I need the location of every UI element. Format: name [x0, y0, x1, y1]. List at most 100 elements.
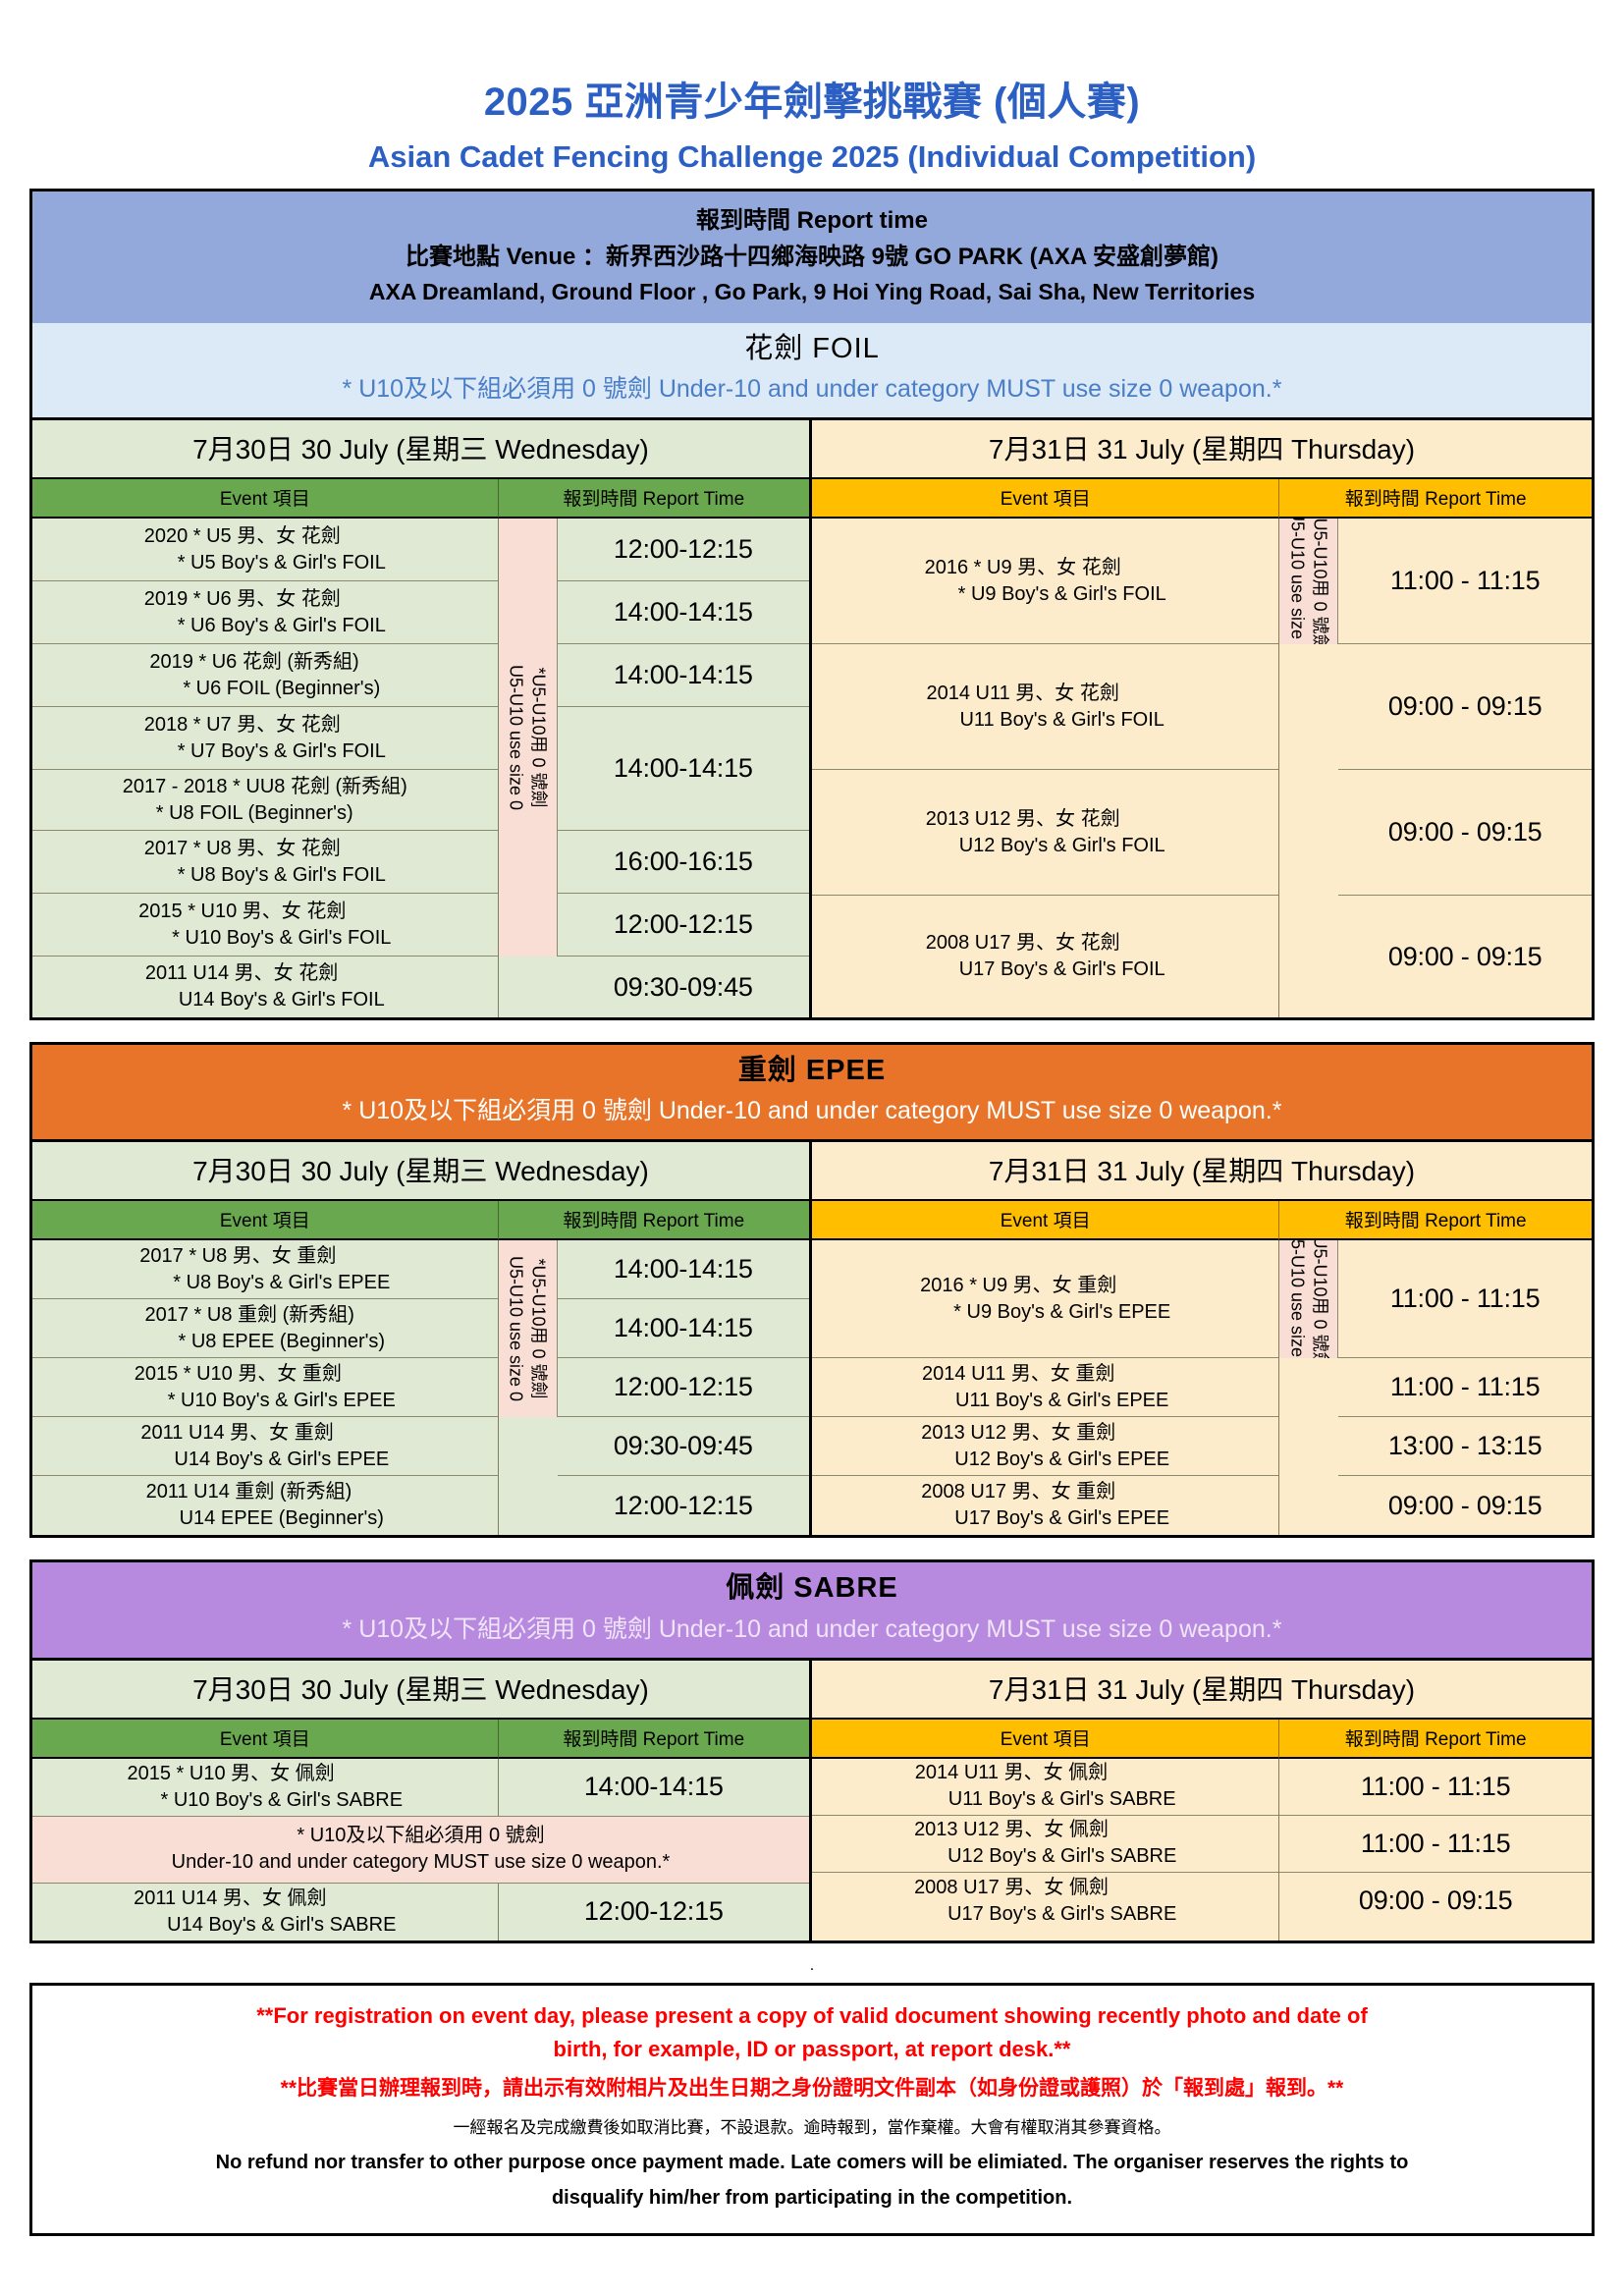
size-zero-weapon-note: *U5-U10用 0 號劍 U5-U10 use size 0: [498, 1240, 558, 1418]
column-headers: Event 項目 報到時間 Report Time: [812, 1201, 1592, 1241]
event-row: 2011 U14 男、女 重劍 U14 Boy's & Girl's EPEE: [32, 1417, 498, 1477]
report-time-cell: 09:30-09:45: [557, 1417, 809, 1477]
sabre-note-line2: Under-10 and under category MUST use siz…: [171, 1850, 671, 1873]
header-report-time: 報到時間 Report Time: [1279, 479, 1592, 519]
event-label: 2019 * U6 男、女 花劍 * U6 Boy's & Girl's FOIL: [144, 586, 386, 639]
report-time-cell: 11:00 - 11:15: [1338, 1240, 1592, 1359]
event-label-cn: 2017 * U8 男、女 重劍: [139, 1244, 337, 1267]
event-label-en: U17 Boy's & Girl's SABRE: [947, 1902, 1177, 1925]
section-banner-sabre: 佩劍 SABRE * U10及以下組必須用 0 號劍 Under-10 and …: [32, 1562, 1592, 1658]
event-row: 2014 U11 男、女 花劍 U11 Boy's & Girl's FOIL: [812, 644, 1279, 771]
report-time-cell: 14:00-14:15: [583, 1772, 724, 1802]
event-label-en: U11 Boy's & Girl's EPEE: [955, 1389, 1169, 1411]
event-label-en: U12 Boy's & Girl's FOIL: [958, 834, 1165, 856]
report-time-cell: 09:00 - 09:15: [1387, 941, 1543, 971]
event-label-en: U12 Boy's & Girl's SABRE: [947, 1845, 1177, 1868]
event-label: 2017 * U8 男、女 重劍 * U8 Boy's & Girl's EPEE: [139, 1243, 390, 1296]
event-label-cn: 2017 - 2018 * UU8 花劍 (新秀組): [122, 775, 407, 797]
event-label-en: * U8 FOIL (Beginner's): [155, 801, 353, 824]
event-column: 2016 * U9 男、女 重劍 * U9 Boy's & Girl's EPEE…: [812, 1240, 1280, 1536]
title-year: 2025: [483, 81, 573, 124]
event-label-cn: 2018 * U7 男、女 花劍: [143, 713, 341, 736]
event-row: 2017 * U8 重劍 (新秀組) * U8 EPEE (Beginner's): [32, 1299, 498, 1359]
day-wednesday-epee: 7月30日 30 July (星期三 Wednesday): [32, 1142, 812, 1202]
time-column: 14:00-14:15: [498, 1758, 809, 1816]
event-row: 2008 U17 男、女 重劍 U17 Boy's & Girl's EPEE: [812, 1476, 1278, 1535]
header-report-time: 報到時間 Report Time: [1279, 1201, 1592, 1241]
event-row: 2008 U17 男、女 花劍 U17 Boy's & Girl's FOIL: [812, 896, 1278, 1017]
header-event: Event 項目: [32, 1201, 499, 1241]
event-row: 2013 U12 男、女 花劍 U12 Boy's & Girl's FOIL: [812, 770, 1279, 897]
separator-dot: .: [809, 1956, 815, 1974]
event-label-en: * U6 Boy's & Girl's FOIL: [177, 614, 386, 636]
header-report-time: 報到時間 Report Time: [498, 479, 809, 519]
event-label-en: * U6 FOIL (Beginner's): [183, 677, 381, 699]
event-label-en: U14 Boy's & Girl's SABRE: [167, 1913, 397, 1936]
event-label-en: * U9 Boy's & Girl's FOIL: [957, 582, 1166, 605]
vnote-line1: *U5-U10用 0 號劍: [1310, 519, 1330, 645]
event-label-en: U11 Boy's & Girl's SABRE: [947, 1788, 1176, 1811]
event-label-en: U17 Boy's & Girl's EPEE: [954, 1507, 1170, 1530]
report-time-cell: 11:00 - 11:15: [1279, 1816, 1592, 1873]
venue-header: 報到時間 Report time 比賽地點 Venue ：新界西沙路十四鄉海映路…: [32, 191, 1592, 324]
schedule-grid-sabre: Event 項目 報到時間 Report Time 2015 * U10 男、女…: [32, 1719, 1592, 1941]
time-stack: 12:00-12:15: [499, 1884, 809, 1941]
size-zero-weapon-note: *U5-U10用 0 號劍 U5-U10 use size 0: [1279, 1240, 1339, 1359]
event-column: 2016 * U9 男、女 花劍 * U9 Boy's & Girl's FOIL…: [812, 519, 1280, 1018]
event-column: 2017 * U8 男、女 重劍 * U8 Boy's & Girl's EPEE…: [32, 1240, 499, 1536]
footer-en-black-line1: No refund nor transfer to other purpose …: [215, 2152, 1409, 2174]
event-label: 2008 U17 男、女 花劍 U17 Boy's & Girl's FOIL: [926, 930, 1165, 983]
event-label-en: U11 Boy's & Girl's FOIL: [959, 708, 1164, 731]
event-label: 2013 U12 男、女 佩劍 U12 Boy's & Girl's SABRE: [914, 1817, 1176, 1870]
event-label: 2014 U11 男、女 重劍 U11 Boy's & Girl's EPEE: [922, 1361, 1168, 1414]
event-row: 2018 * U7 男、女 花劍 * U7 Boy's & Girl's FOIL: [32, 707, 498, 771]
size-zero-weapon-note: *U5-U10用 0 號劍 U5-U10 use size 0: [1279, 519, 1339, 645]
weapon-note-sabre: * U10及以下組必須用 0 號劍 Under-10 and under cat…: [342, 1614, 1282, 1643]
thursday-table-foil: Event 項目 報到時間 Report Time 2016 * U9 男、女 …: [812, 479, 1592, 1018]
footer-en-red-line1: **For registration on event day, please …: [256, 2002, 1368, 2028]
event-label-en: * U10 Boy's & Girl's FOIL: [172, 926, 392, 949]
report-time-label: 報到時間 Report time: [695, 207, 928, 235]
event-label-cn: 2008 U17 男、女 重劍: [921, 1481, 1116, 1503]
table-body: 2020 * U5 男、女 花劍 * U5 Boy's & Girl's FOIL…: [32, 519, 809, 1018]
event-label: 2017 * U8 男、女 花劍 * U8 Boy's & Girl's FOIL: [144, 836, 386, 889]
report-time-cell: 12:00-12:15: [583, 1896, 724, 1927]
header-report-time: 報到時間 Report Time: [498, 1719, 809, 1759]
event-row: 2019 * U6 花劍 (新秀組) * U6 FOIL (Beginner's): [32, 644, 498, 708]
time-stack: 11:00 - 11:15 09:00 - 09:15 09:00 - 09:15 0…: [1338, 519, 1592, 1017]
schedule-frame-epee: 重劍 EPEE * U10及以下組必須用 0 號劍 Under-10 and u…: [29, 1042, 1595, 1539]
schedule-frame-sabre: 佩劍 SABRE * U10及以下組必須用 0 號劍 Under-10 and …: [29, 1559, 1595, 1943]
column-headers: Event 項目 報到時間 Report Time: [32, 479, 809, 519]
schedule-grid-foil: Event 項目 報到時間 Report Time 2020 * U5 男、女 …: [32, 479, 1592, 1018]
size-zero-weapon-note-text: *U5-U10用 0 號劍 U5-U10 use size 0: [1286, 1240, 1330, 1358]
event-label-cn: 2011 U14 男、女 佩劍: [134, 1886, 327, 1909]
event-label-cn: 2016 * U9 男、女 花劍: [924, 556, 1121, 578]
event-column: 2020 * U5 男、女 花劍 * U5 Boy's & Girl's FOIL…: [32, 519, 499, 1018]
report-time-cell: 14:00-14:15: [557, 707, 809, 832]
event-label-cn: 2016 * U9 男、女 重劍: [920, 1274, 1117, 1296]
column-headers: Event 項目 報到時間 Report Time: [32, 1201, 809, 1241]
day-header-row-epee: 7月30日 30 July (星期三 Wednesday) 7月31日 31 J…: [32, 1139, 1592, 1202]
section-gap: [29, 1020, 1595, 1042]
event-label: 2011 U14 男、女 重劍 U14 Boy's & Girl's EPEE: [140, 1420, 389, 1473]
report-time-cell: 12:00-12:15: [557, 894, 809, 957]
section-banner-epee: 重劍 EPEE * U10及以下組必須用 0 號劍 Under-10 and u…: [32, 1045, 1592, 1140]
event-label-en: U12 Boy's & Girl's EPEE: [954, 1448, 1170, 1470]
sabre-note-line1: * U10及以下組必須用 0 號劍: [297, 1824, 545, 1846]
event-label-cn: 2011 U14 男、女 花劍: [144, 962, 339, 985]
event-label: 2011 U14 男、女 花劍 U14 Boy's & Girl's FOIL: [145, 960, 385, 1013]
event-label-cn: 2011 U14 男、女 重劍: [140, 1421, 334, 1444]
header-event: Event 項目: [812, 1201, 1280, 1241]
time-column: 11:00 - 11:15 11:00 - 11:15 09:00 - 09:15: [1279, 1758, 1592, 1941]
event-label: 2008 U17 男、女 佩劍 U17 Boy's & Girl's SABRE: [914, 1875, 1176, 1928]
page-title-chinese: 2025 亞洲青少年劍擊挑戰賽 (個人賽): [29, 81, 1595, 124]
column-headers: Event 項目 報到時間 Report Time: [812, 479, 1592, 519]
event-label-en: U17 Boy's & Girl's FOIL: [958, 958, 1165, 981]
event-row: 2017 * U8 男、女 花劍 * U8 Boy's & Girl's FOIL: [32, 831, 498, 895]
event-label: 2013 U12 男、女 重劍 U12 Boy's & Girl's EPEE: [921, 1420, 1169, 1473]
event-label-cn: 2017 * U8 重劍 (新秀組): [144, 1303, 354, 1326]
report-time-cell: 14:00-14:15: [557, 1299, 809, 1359]
weapon-note-epee: * U10及以下組必須用 0 號劍 Under-10 and under cat…: [342, 1097, 1282, 1125]
header-report-time: 報到時間 Report Time: [498, 1201, 809, 1241]
table-body-row2: 2011 U14 男、女 佩劍 U14 Boy's & Girl's SABRE …: [32, 1883, 809, 1941]
